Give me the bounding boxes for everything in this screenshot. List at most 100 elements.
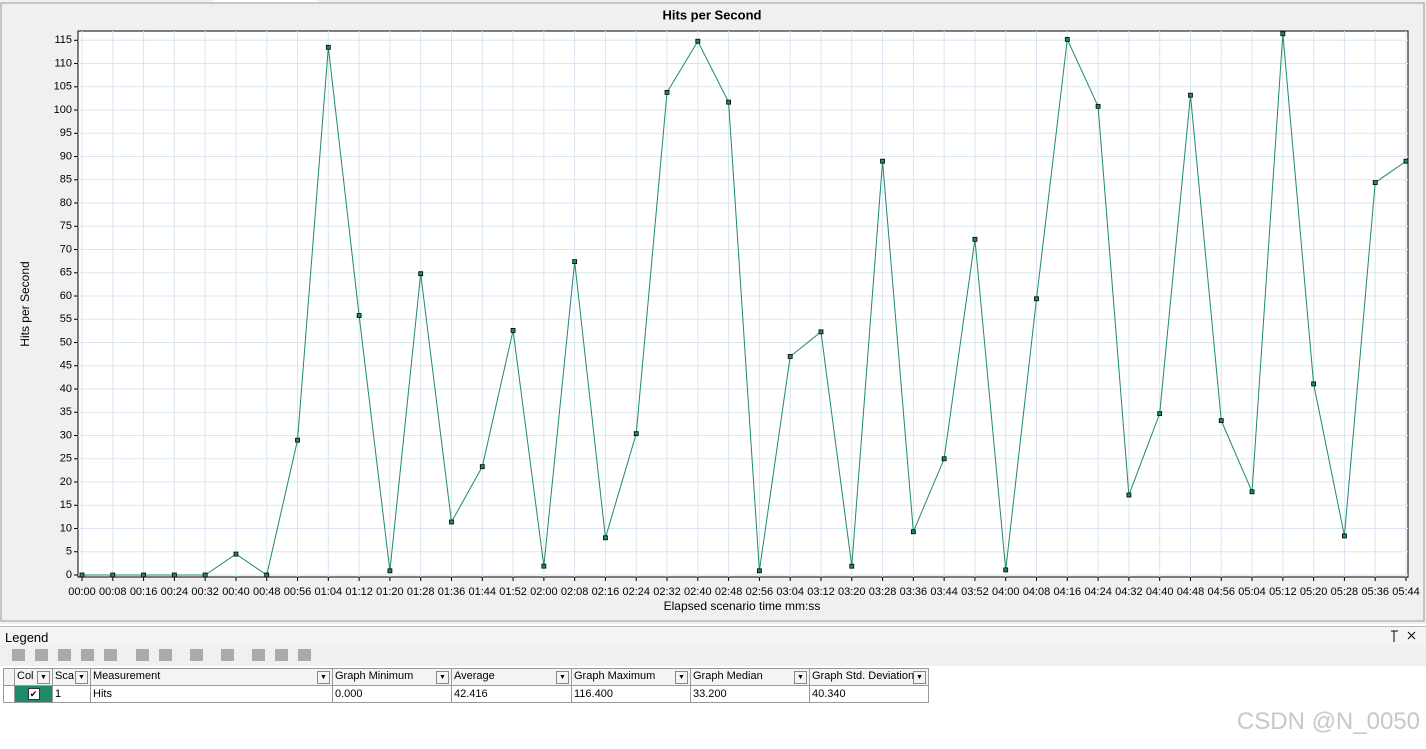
column-filter[interactable]: ▼ — [794, 671, 807, 684]
column-title: Graph Median — [693, 670, 763, 682]
y-tick-label: 75 — [60, 220, 72, 232]
column-header[interactable]: ▼ Average — [451, 668, 572, 686]
tab[interactable] — [213, 0, 317, 3]
data-point — [603, 535, 608, 541]
toolbar-button[interactable] — [136, 649, 149, 661]
column-header[interactable]: ▼ Graph Maximum — [571, 668, 691, 686]
row-header — [3, 685, 15, 703]
toolbar-button[interactable] — [81, 649, 94, 661]
x-tick-label: 04:00 — [992, 586, 1020, 598]
column-header[interactable]: ▼ Sca — [52, 668, 91, 686]
x-tick-label: 05:44 — [1392, 586, 1420, 598]
column-filter[interactable]: ▼ — [675, 671, 688, 684]
x-tick-label: 02:16 — [592, 586, 620, 598]
x-tick-label: 02:24 — [622, 586, 650, 598]
y-tick-label: 55 — [60, 313, 72, 325]
data-point — [1342, 533, 1347, 539]
x-tick-label: 02:32 — [653, 586, 681, 598]
toolbar-button[interactable] — [12, 649, 25, 661]
table-cell: 116.400 — [571, 685, 691, 703]
x-tick-label: 03:04 — [776, 586, 804, 598]
legend-table: ▼ Col ▼ Sca ▼ Measurement ▼ Graph Minimum ▼ Avera… — [3, 668, 929, 703]
legend-header: Legend — [0, 626, 1426, 645]
series-line — [82, 33, 1407, 576]
x-tick-label: 00:16 — [130, 586, 158, 598]
toolbar-button[interactable] — [159, 649, 172, 661]
plot-area — [77, 30, 1409, 578]
data-point — [633, 431, 639, 437]
data-point — [1218, 418, 1224, 424]
column-filter[interactable]: ▼ — [37, 671, 50, 684]
x-tick-label: 00:48 — [253, 586, 281, 598]
x-tick-label: 00:08 — [99, 586, 127, 598]
toolbar — [0, 645, 1426, 666]
x-tick-label: 01:44 — [469, 586, 497, 598]
checkbox[interactable]: ✔ — [27, 688, 40, 700]
column-filter[interactable]: ▼ — [436, 671, 449, 684]
x-tick-label: 01:12 — [345, 586, 373, 598]
data-point — [325, 44, 331, 50]
column-filter[interactable]: ▼ — [556, 671, 569, 684]
column-header[interactable]: ▼ Graph Minimum — [332, 668, 452, 686]
data-point — [202, 572, 208, 578]
x-tick-label: 03:52 — [961, 586, 989, 598]
data-point — [171, 572, 177, 578]
column-filter[interactable]: ▼ — [317, 671, 330, 684]
data-point — [541, 563, 547, 569]
toolbar-button[interactable] — [298, 649, 311, 661]
toolbar-button[interactable] — [35, 649, 48, 661]
x-tick-label: 00:32 — [191, 586, 219, 598]
x-tick-label: 01:20 — [376, 586, 404, 598]
x-tick-label: 00:56 — [284, 586, 312, 598]
column-title: Col — [17, 670, 34, 682]
x-tick-label: 00:40 — [222, 586, 250, 598]
data-point — [849, 563, 855, 569]
column-header[interactable]: ▼ Graph Median — [690, 668, 810, 686]
y-tick-label: 50 — [60, 336, 72, 348]
table-cell: 42.416 — [451, 685, 572, 703]
x-tick-label: 05:36 — [1361, 586, 1389, 598]
data-point — [1249, 489, 1255, 495]
x-tick-label: 04:48 — [1177, 586, 1205, 598]
y-tick-label: 90 — [60, 150, 72, 162]
x-tick-label: 01:28 — [407, 586, 435, 598]
toolbar-button[interactable] — [221, 649, 234, 661]
data-point — [110, 572, 116, 578]
column-header[interactable]: ▼ Col — [14, 668, 53, 686]
column-filter[interactable]: ▼ — [913, 671, 926, 684]
x-axis-label: Elapsed scenario time mm:ss — [664, 599, 821, 613]
data-point — [295, 437, 300, 443]
toolbar-button[interactable] — [104, 649, 117, 661]
column-filter[interactable]: ▼ — [75, 671, 88, 684]
x-tick-label: 01:04 — [315, 586, 343, 598]
chart: Hits per Second Hits per Second Elapsed … — [0, 0, 1426, 624]
data-point — [1311, 381, 1317, 387]
column-header[interactable]: ▼ Measurement — [90, 668, 333, 686]
table-row[interactable]: ✔ 1 Hits 0.000 42.416 116.400 33.200 40.340 — [3, 685, 929, 703]
data-point — [264, 572, 270, 578]
y-tick-label: 20 — [60, 476, 72, 488]
data-point — [726, 99, 732, 105]
toolbar-button[interactable] — [58, 649, 71, 661]
column-title: Graph Minimum — [335, 670, 414, 682]
table-cell: 1 — [52, 685, 91, 703]
toolbar-button[interactable] — [252, 649, 265, 661]
legend-controls[interactable] — [1390, 629, 1420, 643]
x-tick-label: 05:12 — [1269, 586, 1297, 598]
y-tick-label: 95 — [60, 127, 72, 139]
x-tick-label: 00:00 — [68, 586, 96, 598]
toolbar-button[interactable] — [190, 649, 203, 661]
column-title: Measurement — [93, 670, 161, 682]
color-cell[interactable]: ✔ — [14, 685, 53, 703]
legend-title: Legend — [5, 630, 49, 645]
header-menu[interactable] — [3, 668, 15, 686]
column-header[interactable]: ▼ Graph Std. Deviation — [809, 668, 929, 686]
data-point — [910, 529, 916, 535]
data-point — [449, 519, 454, 525]
y-tick-label: 0 — [66, 569, 72, 581]
table-cell: 33.200 — [690, 685, 810, 703]
data-point — [972, 236, 978, 242]
y-tick-label: 85 — [60, 174, 72, 186]
toolbar-button[interactable] — [275, 649, 288, 661]
